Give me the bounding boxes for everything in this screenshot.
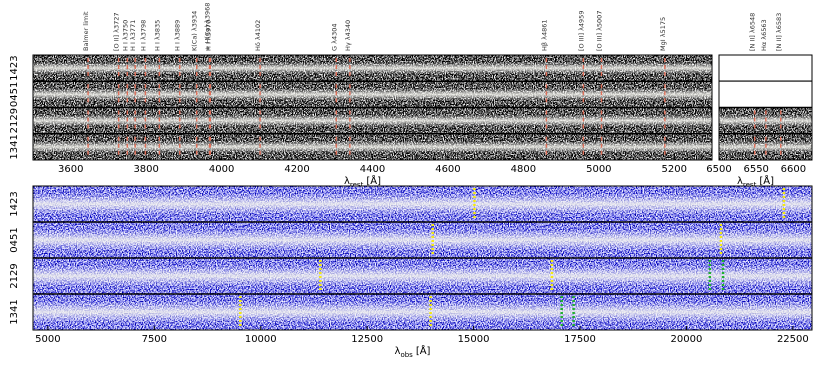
line-label: [O III] λ5007 bbox=[595, 11, 603, 51]
x-tick-label: 17500 bbox=[564, 334, 596, 345]
x-tick-label: 10000 bbox=[245, 334, 277, 345]
line-label: G λ4304 bbox=[330, 24, 338, 52]
x-tick-label: 20000 bbox=[671, 334, 703, 345]
x-axis-label-subscript: rest bbox=[743, 181, 757, 189]
trace bbox=[33, 62, 712, 75]
x-axis-label-subscript: obs bbox=[400, 351, 413, 359]
trace bbox=[33, 114, 712, 127]
line-label: [N II] λ6583 bbox=[775, 13, 783, 51]
line-label: H I λ3750 bbox=[121, 20, 129, 51]
x-tick-label: 5000 bbox=[586, 164, 611, 175]
row-label: 2129 bbox=[9, 263, 20, 288]
line-label: Hβ λ4861 bbox=[540, 20, 548, 52]
x-axis-label: λobs [Å] bbox=[395, 344, 431, 359]
line-label: H I λ3771 bbox=[129, 20, 137, 51]
x-axis-label-subscript: rest bbox=[350, 181, 364, 189]
x-tick-label: 4200 bbox=[284, 164, 309, 175]
line-label: H I λ3889 bbox=[174, 20, 182, 51]
line-label: Hδ λ4102 bbox=[254, 20, 262, 51]
x-axis-label: λrest [Å] bbox=[737, 174, 774, 189]
line-label: H I λ3835 bbox=[153, 20, 161, 51]
line-label: [N II] λ6548 bbox=[749, 13, 757, 51]
x-axis-label-symbol: λ bbox=[344, 176, 350, 187]
x-tick-label: 4400 bbox=[360, 164, 385, 175]
row-label: 1341 bbox=[9, 134, 20, 159]
x-tick-label: 6550 bbox=[743, 164, 768, 175]
x-tick-label: 4800 bbox=[511, 164, 536, 175]
line-label: Hα λ6563 bbox=[760, 19, 768, 51]
x-tick-label: 4600 bbox=[435, 164, 460, 175]
frame bbox=[718, 54, 813, 161]
line-label: [O III] λ4959 bbox=[577, 11, 585, 51]
row-label: 1341 bbox=[9, 299, 20, 324]
line-label: K(Ca) λ3934 bbox=[191, 11, 199, 51]
line-label: + H(Ca) λ3968 bbox=[204, 3, 212, 51]
trace bbox=[33, 193, 812, 215]
x-tick-label: 12500 bbox=[351, 334, 383, 345]
x-tick-label: 6500 bbox=[706, 164, 731, 175]
trace bbox=[33, 265, 812, 287]
x-tick-label: 3600 bbox=[58, 164, 83, 175]
x-axis-label: λrest [Å] bbox=[344, 174, 381, 189]
row-label: 1423 bbox=[9, 55, 20, 80]
line-label: H I λ3970 bbox=[204, 20, 212, 51]
x-axis-label-symbol: λ bbox=[737, 176, 743, 187]
x-tick-label: 4000 bbox=[209, 164, 234, 175]
line-label: Hγ λ4340 bbox=[344, 20, 352, 51]
line-label: H I λ3798 bbox=[139, 20, 147, 51]
blank-row bbox=[718, 80, 813, 108]
trace bbox=[33, 88, 712, 101]
x-tick-label: 6600 bbox=[781, 164, 806, 175]
x-tick-label: 5200 bbox=[662, 164, 687, 175]
row-label: 2129 bbox=[9, 108, 20, 133]
frame bbox=[32, 185, 813, 331]
trace bbox=[33, 140, 712, 153]
x-axis-label-unit: [Å] bbox=[366, 174, 381, 187]
x-tick-label: 5000 bbox=[35, 334, 60, 345]
x-axis-label-unit: [Å] bbox=[416, 344, 431, 357]
x-axis-label-symbol: λ bbox=[395, 346, 401, 357]
x-tick-label: 3800 bbox=[133, 164, 158, 175]
row-label: 0451 bbox=[9, 227, 20, 252]
line-label: MgI λ5175 bbox=[659, 17, 667, 51]
blank-row bbox=[718, 54, 813, 82]
x-tick-label: 7500 bbox=[142, 334, 167, 345]
line-label: Balmer limit bbox=[82, 11, 90, 51]
trace bbox=[33, 229, 812, 251]
row-label: 1423 bbox=[9, 191, 20, 216]
trace bbox=[33, 301, 812, 323]
x-axis-label-unit: [Å] bbox=[759, 174, 774, 187]
row-label: 0451 bbox=[9, 82, 20, 107]
x-tick-label: 15000 bbox=[458, 334, 490, 345]
x-tick-label: 22500 bbox=[777, 334, 809, 345]
line-label: [O II] λ3727 bbox=[113, 12, 121, 51]
